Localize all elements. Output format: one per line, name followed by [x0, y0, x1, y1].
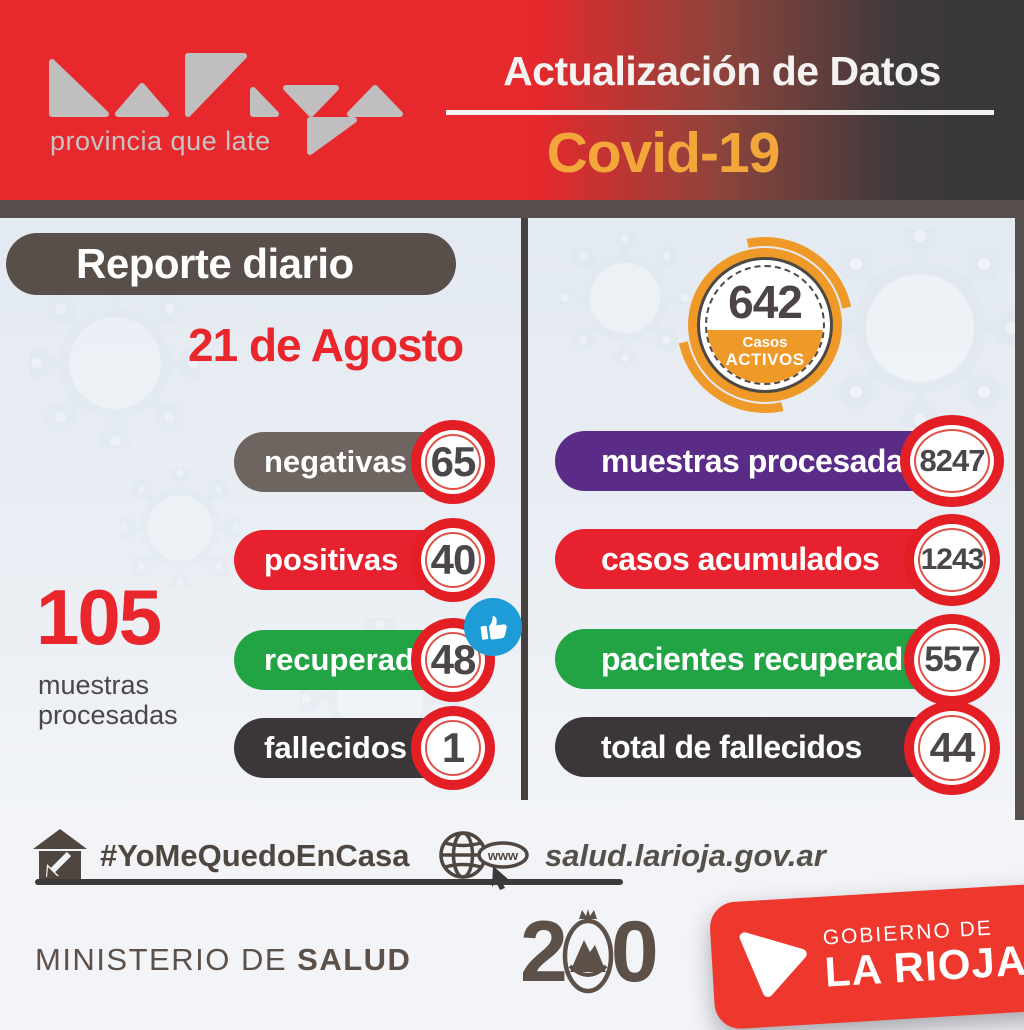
stat-value: 40: [430, 536, 477, 583]
government-badge: GOBIERNO DE LA RIOJA: [708, 882, 1024, 1030]
top-frame-band: [0, 200, 1024, 218]
active-cases-badge: 642 Casos ACTIVOS: [643, 203, 887, 447]
stat-badge-recuperados-total: 557: [904, 614, 1000, 706]
stat-badge-fallecidos: 1: [411, 706, 495, 790]
active-cases-value: 642: [728, 276, 803, 328]
stat-label: pacientes recuperados: [601, 640, 940, 677]
stat-value: 65: [430, 438, 477, 485]
stat-value: 557: [924, 640, 980, 679]
bicentennial-logo: 2 0: [520, 904, 659, 1000]
stat-value: 1243: [920, 543, 985, 576]
svg-text:www: www: [487, 848, 519, 863]
samples-label: muestras procesadas: [38, 670, 178, 730]
logo-tagline: provincia que late: [50, 126, 271, 156]
bicentennial-digit: 0: [610, 904, 659, 1000]
virus-decoration-icon: [560, 233, 690, 363]
government-name: GOBIERNO DE LA RIOJA: [822, 916, 1024, 996]
report-title-pill: Reporte diario: [6, 233, 456, 295]
stat-pill-pacientes-recuperados: pacientes recuperados: [555, 629, 958, 689]
stat-badge-fallecidos-total: 44: [904, 701, 1000, 795]
ministry-label: MINISTERIO DE SALUD: [35, 942, 412, 977]
right-frame-band: [1015, 200, 1024, 820]
stat-value: 1: [441, 724, 465, 771]
stat-label: fallecidos: [264, 730, 407, 765]
samples-value: 105: [36, 573, 162, 661]
stat-badge-positivas: 40: [411, 518, 495, 602]
stat-pill-total-fallecidos: total de fallecidos: [555, 717, 958, 777]
header-underline: [446, 110, 994, 115]
virus-decoration-icon: [30, 278, 200, 448]
report-date: 21 de Agosto: [188, 319, 464, 371]
footer-divider-line: [35, 879, 623, 885]
house-icon: [33, 828, 87, 887]
government-triangle-icon: [739, 931, 807, 997]
report-title: Reporte diario: [76, 240, 354, 287]
header-title: Actualización de Datos: [503, 48, 941, 94]
stat-badge-muestras: 8247: [900, 415, 1004, 507]
la-rioja-triangles-icon: [49, 53, 403, 155]
virus-decoration-icon: [120, 468, 240, 588]
stat-badge-negativas: 65: [411, 420, 495, 504]
active-cases-label: Casos ACTIVOS: [707, 330, 823, 383]
stat-label: positivas: [264, 542, 399, 577]
covid-subtitle: Covid-19: [546, 121, 781, 185]
stat-label: casos acumulados: [601, 540, 880, 577]
website-label: salud.larioja.gov.ar: [545, 838, 826, 873]
thumbs-up-icon: [464, 598, 522, 656]
stat-pill-muestras-procesadas: muestras procesadas: [555, 431, 958, 491]
stat-label: muestras procesadas: [601, 442, 921, 479]
stat-label: negativas: [264, 444, 408, 479]
header: provincia que late Actualización de Dato…: [0, 0, 1024, 200]
stat-pill-casos-acumulados: casos acumulados: [555, 529, 958, 589]
globe-www-icon: www: [437, 828, 541, 899]
bicentennial-digit: 2: [520, 904, 568, 1000]
stat-value: 44: [929, 724, 976, 771]
stat-value: 8247: [919, 443, 986, 478]
bicentennial-emblem-icon: [562, 909, 614, 994]
la-rioja-logo: [48, 50, 408, 160]
content-divider: [521, 218, 528, 800]
stat-badge-acumulados: 1243: [904, 514, 1000, 606]
stat-label: total de fallecidos: [601, 728, 862, 765]
hashtag-label: #YoMeQuedoEnCasa: [100, 838, 410, 873]
